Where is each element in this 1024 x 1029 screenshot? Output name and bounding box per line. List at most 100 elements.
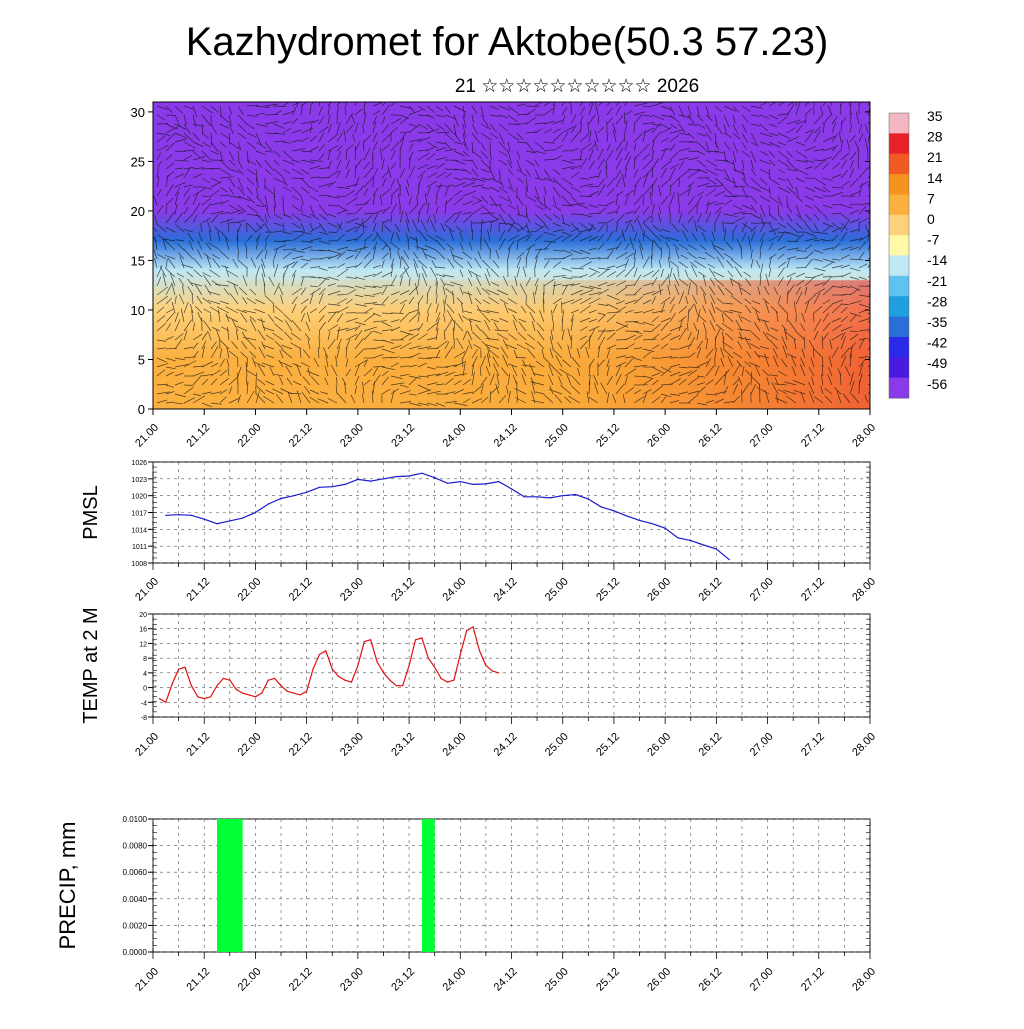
pmsl-point bbox=[562, 495, 563, 496]
temp-point bbox=[274, 678, 275, 679]
pmsl-point bbox=[588, 498, 589, 499]
temp-x-tick-label: 24.12 bbox=[492, 731, 520, 759]
pmsl-point bbox=[409, 475, 410, 476]
cross-section-y-tick-label: 10 bbox=[131, 303, 145, 318]
temp-point bbox=[492, 670, 493, 671]
pmsl-point bbox=[178, 514, 179, 515]
colorbar-label: 14 bbox=[927, 170, 943, 186]
pmsl-point bbox=[434, 477, 435, 478]
temp-point bbox=[453, 680, 454, 681]
cross-section-y-tick-label: 20 bbox=[131, 204, 145, 219]
temp-point bbox=[383, 672, 384, 673]
temp-point bbox=[332, 669, 333, 670]
precip-x-tick-label: 22.00 bbox=[236, 966, 264, 994]
wind-vector bbox=[859, 381, 860, 394]
colorbar-label: 28 bbox=[927, 129, 943, 145]
wind-vector bbox=[688, 323, 689, 331]
pmsl-point bbox=[537, 496, 538, 497]
temp-point bbox=[402, 685, 403, 686]
colorbar-swatch bbox=[889, 337, 909, 358]
temp-point bbox=[415, 639, 416, 640]
temp-point bbox=[473, 626, 474, 627]
precip-x-tick-label: 24.00 bbox=[440, 966, 468, 994]
temp-point bbox=[159, 698, 160, 699]
temp-x-tick-label: 22.00 bbox=[236, 731, 264, 759]
cross-section-x-tick-label: 21.00 bbox=[133, 422, 161, 450]
wind-vector bbox=[382, 358, 392, 359]
temp-point bbox=[178, 669, 179, 670]
temp-point bbox=[389, 680, 390, 681]
temp-point bbox=[184, 667, 185, 668]
wind-vector bbox=[868, 148, 869, 160]
colorbar-swatch bbox=[889, 317, 909, 338]
precip-x-tick-label: 23.12 bbox=[389, 966, 417, 994]
temp-y-tick-label: 8 bbox=[143, 656, 147, 663]
cross-section-x-tick-label: 26.00 bbox=[645, 422, 673, 450]
temp-x-tick-label: 27.12 bbox=[799, 731, 827, 759]
pmsl-x-tick-label: 26.00 bbox=[645, 576, 673, 604]
temp-x-tick-label: 23.00 bbox=[338, 731, 366, 759]
precip-y-tick-label: 0.0100 bbox=[123, 815, 148, 824]
pmsl-point bbox=[652, 523, 653, 524]
temp-point bbox=[447, 682, 448, 683]
pmsl-x-tick-label: 23.12 bbox=[389, 576, 417, 604]
precip-y-tick-label: 0.0020 bbox=[123, 921, 148, 930]
temp-point bbox=[421, 637, 422, 638]
temp-point bbox=[357, 665, 358, 666]
temp-y-tick-label: -4 bbox=[141, 700, 147, 707]
wind-vector bbox=[337, 377, 338, 385]
temp-point bbox=[312, 669, 313, 670]
colorbar-swatch bbox=[889, 256, 909, 277]
precip-y-tick-label: 0.0000 bbox=[123, 948, 148, 957]
temp-point bbox=[498, 672, 499, 673]
colorbar-label: -28 bbox=[927, 293, 947, 309]
temp-point bbox=[396, 685, 397, 686]
temp-point bbox=[280, 685, 281, 686]
temp-point bbox=[197, 696, 198, 697]
temp-point bbox=[466, 630, 467, 631]
colorbar-swatch bbox=[889, 357, 909, 378]
temp-point bbox=[191, 685, 192, 686]
pmsl-point bbox=[485, 483, 486, 484]
pmsl-x-tick-label: 24.00 bbox=[440, 576, 468, 604]
cross-section-x-tick-label: 26.12 bbox=[697, 422, 725, 450]
cross-section-y-tick-label: 0 bbox=[138, 402, 145, 417]
colorbar-swatch bbox=[889, 174, 909, 195]
precip-x-tick-label: 25.12 bbox=[594, 966, 622, 994]
precip-y-axis-label: PRECIP, mm bbox=[55, 822, 80, 950]
temp-x-tick-label: 21.12 bbox=[184, 731, 212, 759]
pmsl-y-tick-label: 1017 bbox=[131, 511, 147, 518]
cross-section-x-tick-label: 22.00 bbox=[236, 422, 264, 450]
colorbar-label: -49 bbox=[927, 355, 947, 371]
pmsl-point bbox=[204, 519, 205, 520]
temp-y-tick-label: 12 bbox=[139, 641, 147, 648]
pmsl-point bbox=[729, 559, 730, 560]
pmsl-x-tick-label: 22.12 bbox=[287, 576, 315, 604]
precip-x-tick-label: 27.12 bbox=[799, 966, 827, 994]
wind-vector bbox=[814, 313, 815, 322]
cross-section-x-tick-label: 28.00 bbox=[850, 422, 878, 450]
colorbar-label: 0 bbox=[927, 211, 935, 227]
colorbar-label: -42 bbox=[927, 335, 947, 351]
temp-x-tick-label: 26.00 bbox=[645, 731, 673, 759]
precip-y-tick-label: 0.0080 bbox=[123, 842, 148, 851]
temp-point bbox=[223, 678, 224, 679]
chart-subtitle: 21 ☆☆☆☆☆☆☆☆☆☆ 2026 bbox=[455, 76, 699, 97]
pmsl-point bbox=[280, 498, 281, 499]
temp-y-tick-label: 0 bbox=[143, 686, 147, 693]
temp-point bbox=[428, 658, 429, 659]
cross-section-x-tick-label: 27.00 bbox=[748, 422, 776, 450]
temp-point bbox=[300, 694, 301, 695]
pmsl-x-tick-label: 27.12 bbox=[799, 576, 827, 604]
temp-point bbox=[338, 676, 339, 677]
precip-x-tick-label: 28.00 bbox=[850, 966, 878, 994]
temp-point bbox=[210, 696, 211, 697]
temp-point bbox=[306, 691, 307, 692]
precip-panel: 0.00000.00200.00400.00600.00800.010021.0… bbox=[55, 815, 878, 994]
pmsl-point bbox=[306, 492, 307, 493]
pmsl-point bbox=[370, 481, 371, 482]
wind-vector bbox=[823, 277, 832, 278]
temp-x-tick-label: 25.00 bbox=[543, 731, 571, 759]
pmsl-point bbox=[626, 515, 627, 516]
